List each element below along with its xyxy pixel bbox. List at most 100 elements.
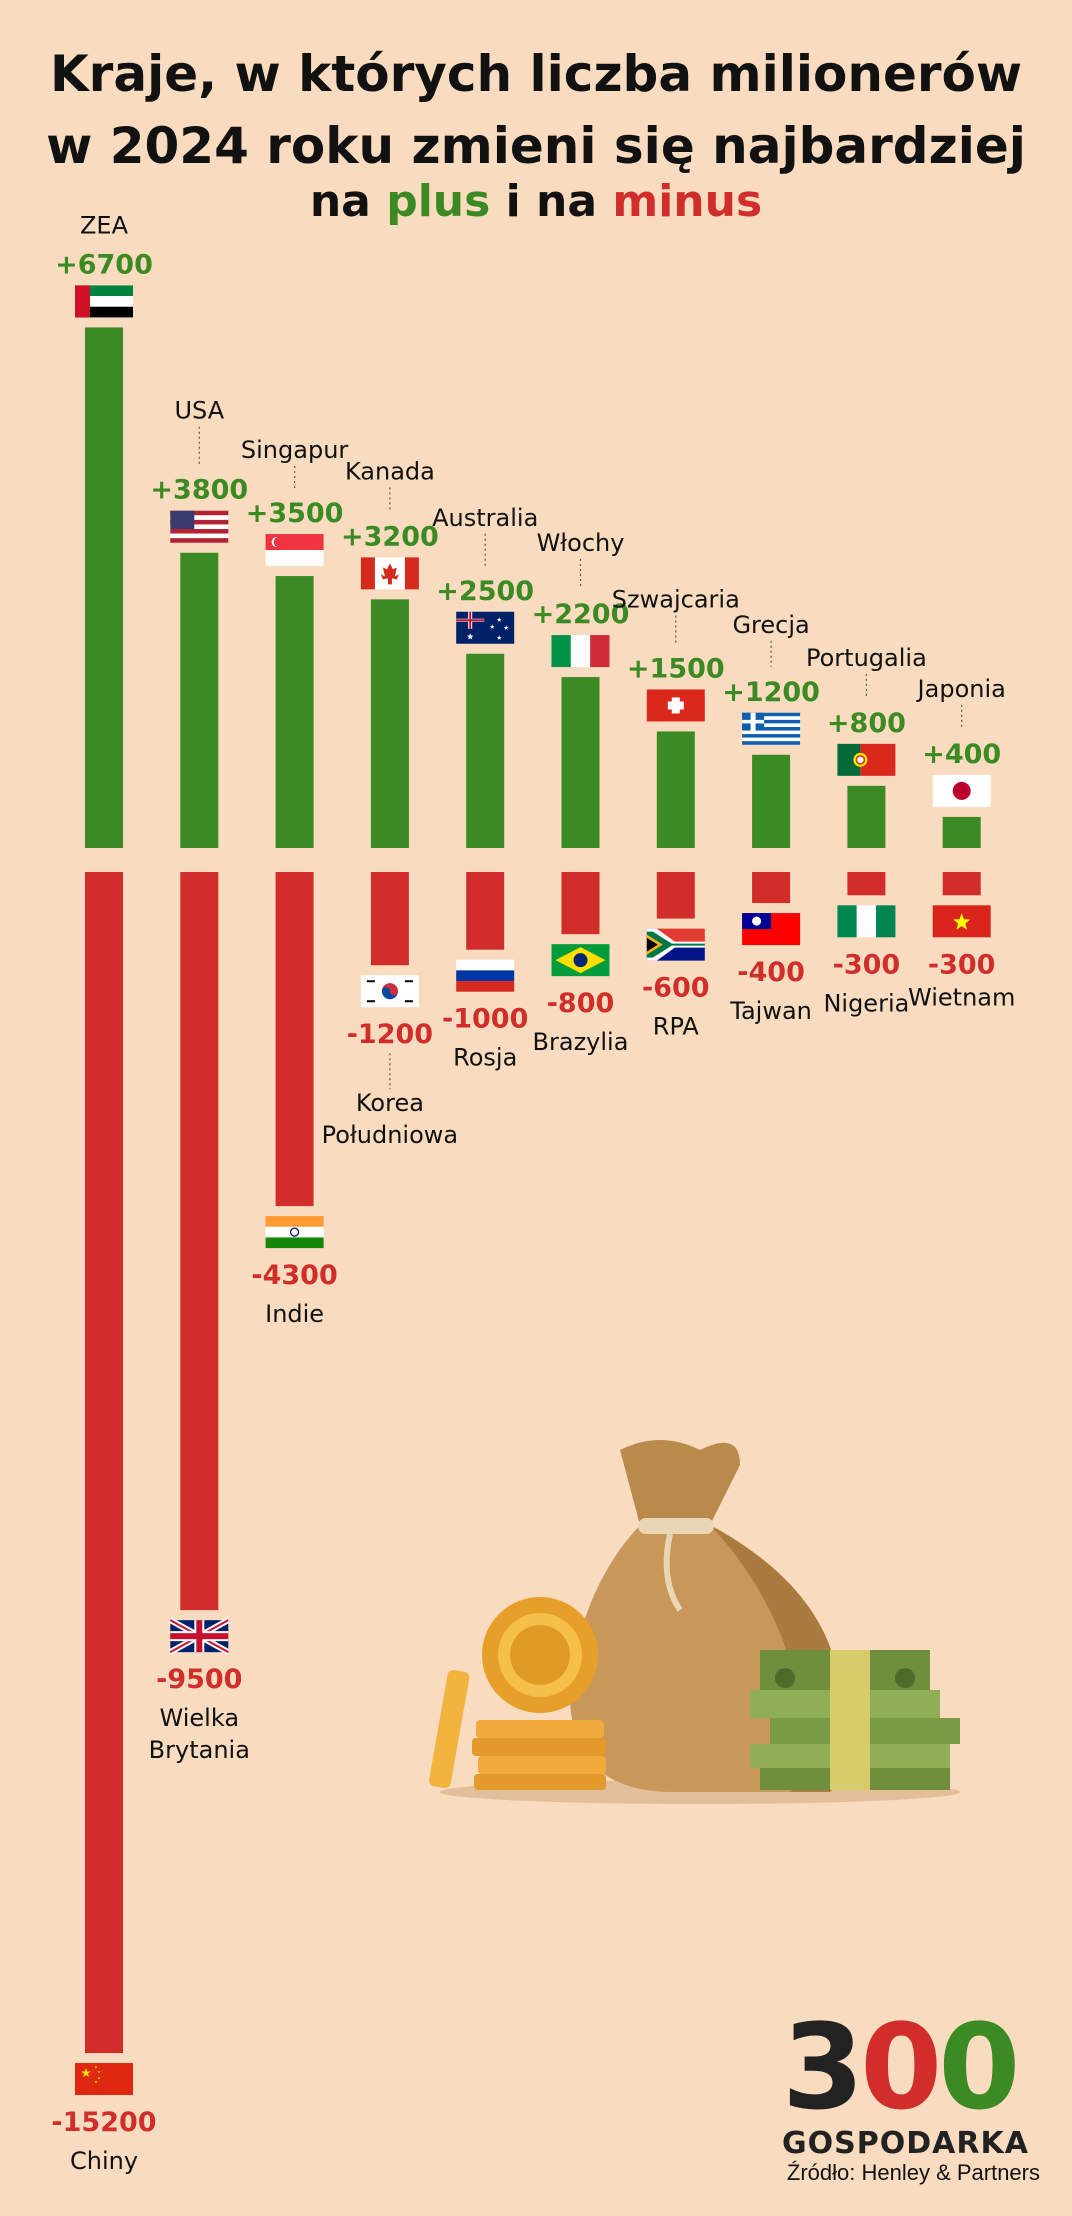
value-label-negative: -1200 bbox=[347, 1019, 433, 1050]
coins-icon bbox=[429, 1597, 606, 1790]
bar-negative bbox=[656, 872, 695, 919]
value-label-positive: +1200 bbox=[722, 677, 820, 708]
title-line-2: w 2024 roku zmieni się najbardziej bbox=[46, 117, 1026, 175]
italy-flag-icon bbox=[551, 635, 610, 668]
switzerland-flag-icon bbox=[646, 689, 705, 722]
bar-negative bbox=[561, 872, 600, 935]
value-label-negative: -300 bbox=[928, 949, 996, 980]
bar-positive bbox=[561, 677, 600, 848]
vietnam-flag-icon bbox=[932, 905, 991, 938]
bar-positive bbox=[85, 327, 123, 848]
uae-flag-icon bbox=[75, 285, 133, 318]
country-name: ZEA bbox=[80, 211, 129, 239]
value-label-negative: -4300 bbox=[251, 1260, 337, 1291]
value-label-negative: -15200 bbox=[51, 2107, 156, 2138]
subtitle-middle: i na bbox=[490, 176, 613, 227]
logo: 300 GOSPODARKA bbox=[782, 2008, 1042, 2161]
portugal-flag-icon bbox=[837, 743, 896, 776]
value-label-negative: -400 bbox=[737, 957, 805, 988]
bar-negative bbox=[942, 872, 981, 896]
country-name: Wietnam bbox=[908, 983, 1015, 1011]
country-name: Brytania bbox=[149, 1736, 250, 1764]
bar-positive bbox=[180, 552, 219, 848]
country-name: Chiny bbox=[70, 2147, 138, 2175]
bar-positive bbox=[847, 785, 886, 848]
subtitle-plus: plus bbox=[386, 176, 491, 227]
value-label-negative: -1000 bbox=[442, 1004, 528, 1035]
country-name: Tajwan bbox=[729, 997, 812, 1025]
canada-flag-icon bbox=[360, 557, 419, 590]
source-note: Źródło: Henley & Partners bbox=[786, 2160, 1040, 2185]
uk-flag-icon bbox=[168, 1617, 230, 1655]
china-flag-icon bbox=[75, 2063, 133, 2096]
bar-positive bbox=[752, 754, 791, 848]
south-africa-flag-icon bbox=[646, 928, 705, 961]
bar-negative bbox=[180, 872, 219, 1611]
value-label-positive: +2200 bbox=[532, 599, 630, 630]
bar-positive bbox=[942, 816, 981, 848]
country-name: Singapur bbox=[241, 436, 349, 464]
brazil-flag-icon bbox=[551, 944, 610, 977]
country-name: Kanada bbox=[345, 457, 435, 485]
bar-negative bbox=[466, 872, 505, 950]
country-name: Brazylia bbox=[533, 1028, 629, 1056]
country-name: Nigeria bbox=[823, 989, 909, 1017]
country-name: Włochy bbox=[537, 529, 625, 557]
logo-digit-3: 3 bbox=[782, 1998, 864, 2136]
value-label-negative: -600 bbox=[642, 973, 710, 1004]
logo-digit-0b: 0 bbox=[938, 1998, 1020, 2136]
country-name: Japonia bbox=[916, 675, 1006, 703]
singapore-flag-icon bbox=[265, 534, 324, 567]
subtitle-prefix: na bbox=[309, 176, 387, 227]
value-label-positive: +3800 bbox=[150, 475, 248, 506]
bar-negative bbox=[847, 872, 886, 896]
bar-negative bbox=[275, 872, 314, 1207]
value-label-positive: +3200 bbox=[341, 521, 439, 552]
subtitle-minus: minus bbox=[612, 176, 763, 227]
bar-negative bbox=[752, 872, 791, 904]
value-label-negative: -800 bbox=[547, 988, 615, 1019]
value-label-positive: +6700 bbox=[55, 249, 153, 280]
nigeria-flag-icon bbox=[837, 905, 896, 938]
south-korea-flag-icon bbox=[360, 975, 419, 1008]
greece-flag-icon bbox=[742, 712, 801, 745]
country-name: Wielka bbox=[160, 1704, 240, 1732]
country-name: Szwajcaria bbox=[612, 585, 740, 613]
bar-positive bbox=[370, 599, 409, 848]
page-title: Kraje, w których liczba milionerów w 202… bbox=[0, 38, 1072, 182]
country-name: RPA bbox=[653, 1013, 700, 1041]
bar-negative bbox=[370, 872, 409, 966]
value-label-positive: +800 bbox=[827, 708, 906, 739]
russia-flag-icon bbox=[456, 959, 515, 992]
logo-digit-0a: 0 bbox=[860, 1998, 942, 2136]
taiwan-flag-icon bbox=[742, 913, 801, 946]
country-name: Korea bbox=[356, 1089, 424, 1117]
country-name: Portugalia bbox=[806, 644, 927, 672]
value-label-positive: +400 bbox=[922, 739, 1001, 770]
japan-flag-icon bbox=[932, 774, 991, 807]
country-name: USA bbox=[174, 397, 224, 425]
country-name: Południowa bbox=[322, 1121, 458, 1149]
country-name: Grecja bbox=[732, 611, 809, 639]
bar-positive bbox=[466, 653, 505, 848]
logo-digits: 300 bbox=[782, 2008, 1042, 2126]
subtitle: na plus i na minus bbox=[0, 176, 1072, 227]
value-label-positive: +1500 bbox=[627, 653, 725, 684]
country-name: Rosja bbox=[453, 1044, 517, 1072]
usa-flag-icon bbox=[170, 510, 229, 543]
money-illustration bbox=[429, 1440, 960, 1804]
bar-negative bbox=[85, 872, 123, 2054]
value-label-negative: -9500 bbox=[156, 1664, 242, 1695]
country-name: Indie bbox=[265, 1300, 324, 1328]
india-flag-icon bbox=[265, 1216, 324, 1249]
title-line-1: Kraje, w których liczba milionerów bbox=[49, 45, 1023, 103]
banknotes-icon bbox=[750, 1650, 960, 1790]
value-label-positive: +2500 bbox=[436, 576, 534, 607]
logo-name: GOSPODARKA bbox=[782, 2126, 1029, 2161]
country-name: Australia bbox=[432, 504, 538, 532]
value-label-positive: +3500 bbox=[246, 498, 344, 529]
australia-flag-icon bbox=[456, 611, 515, 644]
bar-positive bbox=[656, 731, 695, 848]
bar-positive bbox=[275, 576, 314, 848]
